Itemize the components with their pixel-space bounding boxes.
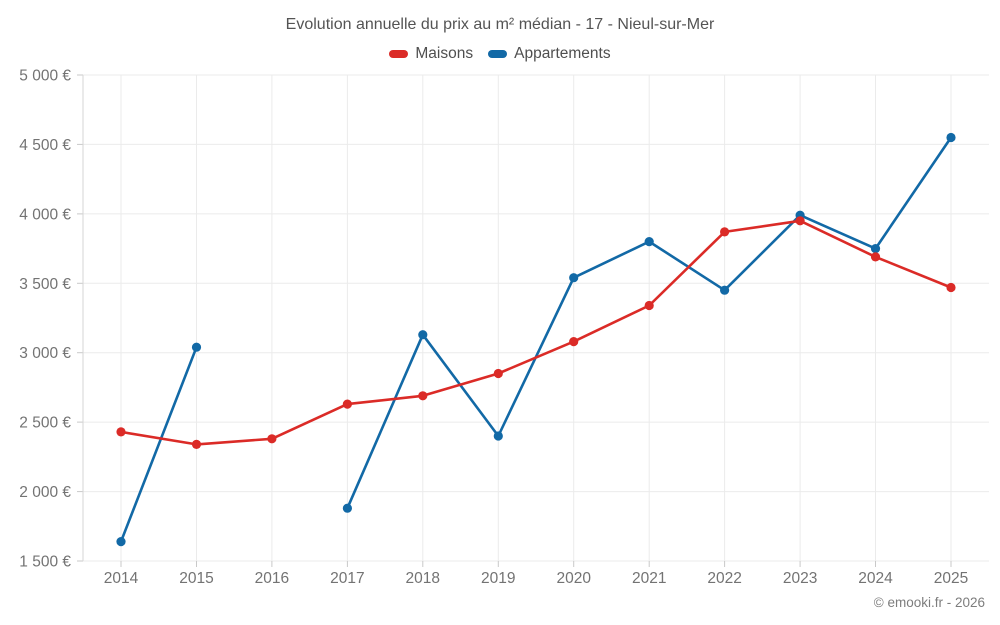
legend: Maisons Appartements (0, 45, 1000, 63)
data-point-maisons-2020[interactable] (569, 337, 579, 347)
data-point-appartements-2018[interactable] (418, 330, 428, 340)
y-axis-label: 2 000 € (19, 484, 71, 501)
x-axis-label: 2024 (858, 570, 893, 587)
data-point-appartements-2014[interactable] (116, 537, 126, 547)
x-axis-label: 2018 (406, 570, 440, 587)
data-point-maisons-2016[interactable] (267, 434, 277, 444)
data-point-appartements-2019[interactable] (493, 431, 503, 441)
data-point-maisons-2019[interactable] (493, 368, 503, 379)
data-point-appartements-2020[interactable] (569, 273, 579, 283)
data-point-appartements-2015[interactable] (191, 342, 202, 352)
data-point-maisons-2023[interactable] (795, 216, 805, 226)
data-point-maisons-2015[interactable] (191, 439, 202, 449)
x-axis-label: 2015 (179, 570, 213, 587)
y-axis-label: 2 500 € (19, 415, 71, 432)
x-axis-label: 2020 (556, 570, 591, 587)
legend-item-appartements[interactable]: Appartements (488, 45, 611, 63)
data-point-maisons-2018[interactable] (418, 391, 428, 401)
x-axis-label: 2025 (934, 570, 968, 587)
legend-label-maisons: Maisons (415, 45, 474, 62)
data-point-appartements-2017[interactable] (342, 503, 352, 513)
x-axis-label: 2014 (104, 570, 139, 587)
data-point-appartements-2021[interactable] (644, 237, 654, 247)
x-axis-label: 2017 (330, 570, 364, 587)
x-axis-label: 2022 (707, 570, 741, 587)
x-axis-label: 2023 (783, 570, 817, 587)
legend-label-appartements: Appartements (514, 45, 611, 62)
x-axis-label: 2019 (481, 570, 515, 587)
y-axis-label: 1 500 € (19, 554, 71, 571)
y-axis-label: 4 000 € (19, 206, 71, 223)
y-axis-label: 3 000 € (19, 345, 71, 362)
chart-title: Evolution annuelle du prix au m² médian … (285, 16, 715, 33)
y-axis-label: 3 500 € (19, 276, 71, 293)
series-line-maisons (119, 219, 953, 446)
data-point-maisons-2022[interactable] (720, 227, 730, 237)
data-point-maisons-2014[interactable] (116, 427, 126, 437)
data-point-appartements-2022[interactable] (720, 285, 730, 295)
x-axis-label: 2021 (632, 570, 666, 587)
series-line-appartements (119, 136, 953, 543)
data-point-appartements-2024[interactable] (870, 244, 881, 254)
maisons-swatch-icon (389, 50, 409, 58)
y-axis-label: 5 000 € (19, 68, 71, 85)
data-point-appartements-2025[interactable] (946, 132, 956, 143)
appartements-swatch-icon (488, 50, 508, 58)
copyright: © emooki.fr - 2026 (873, 595, 985, 610)
data-point-maisons-2017[interactable] (342, 399, 352, 409)
legend-item-maisons[interactable]: Maisons (389, 45, 473, 63)
data-point-maisons-2025[interactable] (946, 282, 956, 293)
x-axis-label: 2016 (255, 570, 289, 587)
data-point-maisons-2024[interactable] (870, 252, 881, 262)
y-axis-label: 4 500 € (19, 137, 71, 154)
data-point-maisons-2021[interactable] (644, 300, 654, 311)
